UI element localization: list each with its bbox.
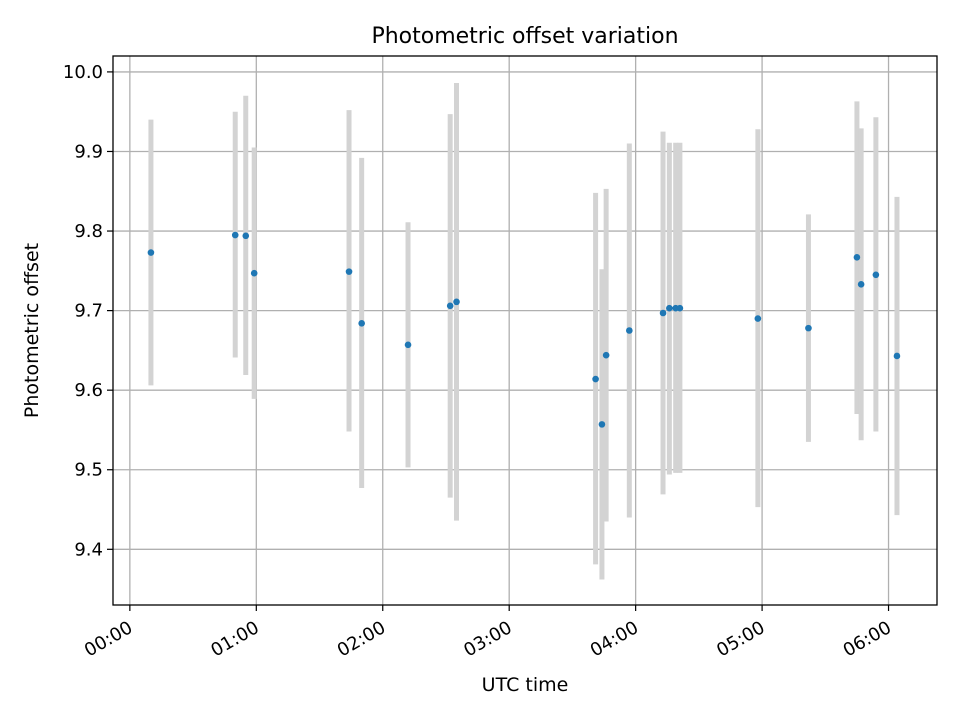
x-axis-label: UTC time xyxy=(482,674,569,696)
data-point xyxy=(676,304,684,312)
y-ticks: 9.4 9.5 9.6 9.7 9.8 9.9 10.0 xyxy=(63,62,113,560)
data-point xyxy=(592,375,599,383)
data-point xyxy=(602,351,610,359)
data-point xyxy=(754,315,762,322)
data-point xyxy=(345,268,353,275)
data-point xyxy=(404,341,412,349)
y-tick-label: 9.6 xyxy=(74,380,103,401)
data-point xyxy=(626,327,633,334)
data-point xyxy=(231,231,239,239)
data-points xyxy=(147,231,901,428)
chart-title: Photometric offset variation xyxy=(371,24,678,49)
y-tick-label: 9.9 xyxy=(74,141,103,162)
y-tick-label: 9.8 xyxy=(74,221,103,242)
data-point xyxy=(242,232,250,240)
data-point xyxy=(853,253,861,261)
x-tick-label: 06:00 xyxy=(840,617,895,661)
data-point xyxy=(446,302,454,310)
data-point xyxy=(147,249,155,256)
x-tick-label: 04:00 xyxy=(587,617,642,661)
x-ticks: 00:00 01:00 02:00 03:00 04:00 05:00 06:00 xyxy=(81,605,895,661)
y-tick-label: 9.5 xyxy=(74,460,103,481)
x-tick-label: 05:00 xyxy=(713,617,768,661)
x-tick-label: 02:00 xyxy=(334,617,389,661)
grid xyxy=(113,56,937,605)
data-point xyxy=(659,309,667,317)
data-point xyxy=(453,298,460,306)
errorbars xyxy=(148,83,900,580)
y-tick-label: 9.4 xyxy=(74,539,103,560)
data-point xyxy=(358,320,365,327)
y-tick-label: 10.0 xyxy=(63,62,103,83)
data-point xyxy=(872,271,880,279)
data-point xyxy=(805,324,812,332)
plot-frame xyxy=(112,55,938,606)
x-tick-label: 00:00 xyxy=(81,617,136,661)
data-point xyxy=(250,269,258,277)
data-point xyxy=(598,421,606,428)
data-point xyxy=(666,304,673,312)
x-tick-label: 03:00 xyxy=(460,617,515,661)
data-point xyxy=(893,352,901,360)
y-tick-label: 9.7 xyxy=(74,301,103,322)
y-axis-label: Photometric offset xyxy=(21,243,43,418)
data-point xyxy=(857,281,865,288)
x-tick-label: 01:00 xyxy=(207,617,262,661)
